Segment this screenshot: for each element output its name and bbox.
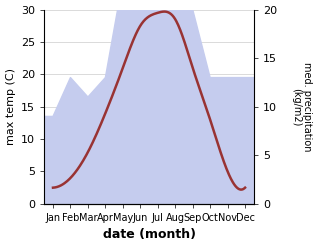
Y-axis label: max temp (C): max temp (C)	[5, 68, 16, 145]
X-axis label: date (month): date (month)	[102, 228, 196, 242]
Y-axis label: med. precipitation
(kg/m2): med. precipitation (kg/m2)	[291, 62, 313, 151]
